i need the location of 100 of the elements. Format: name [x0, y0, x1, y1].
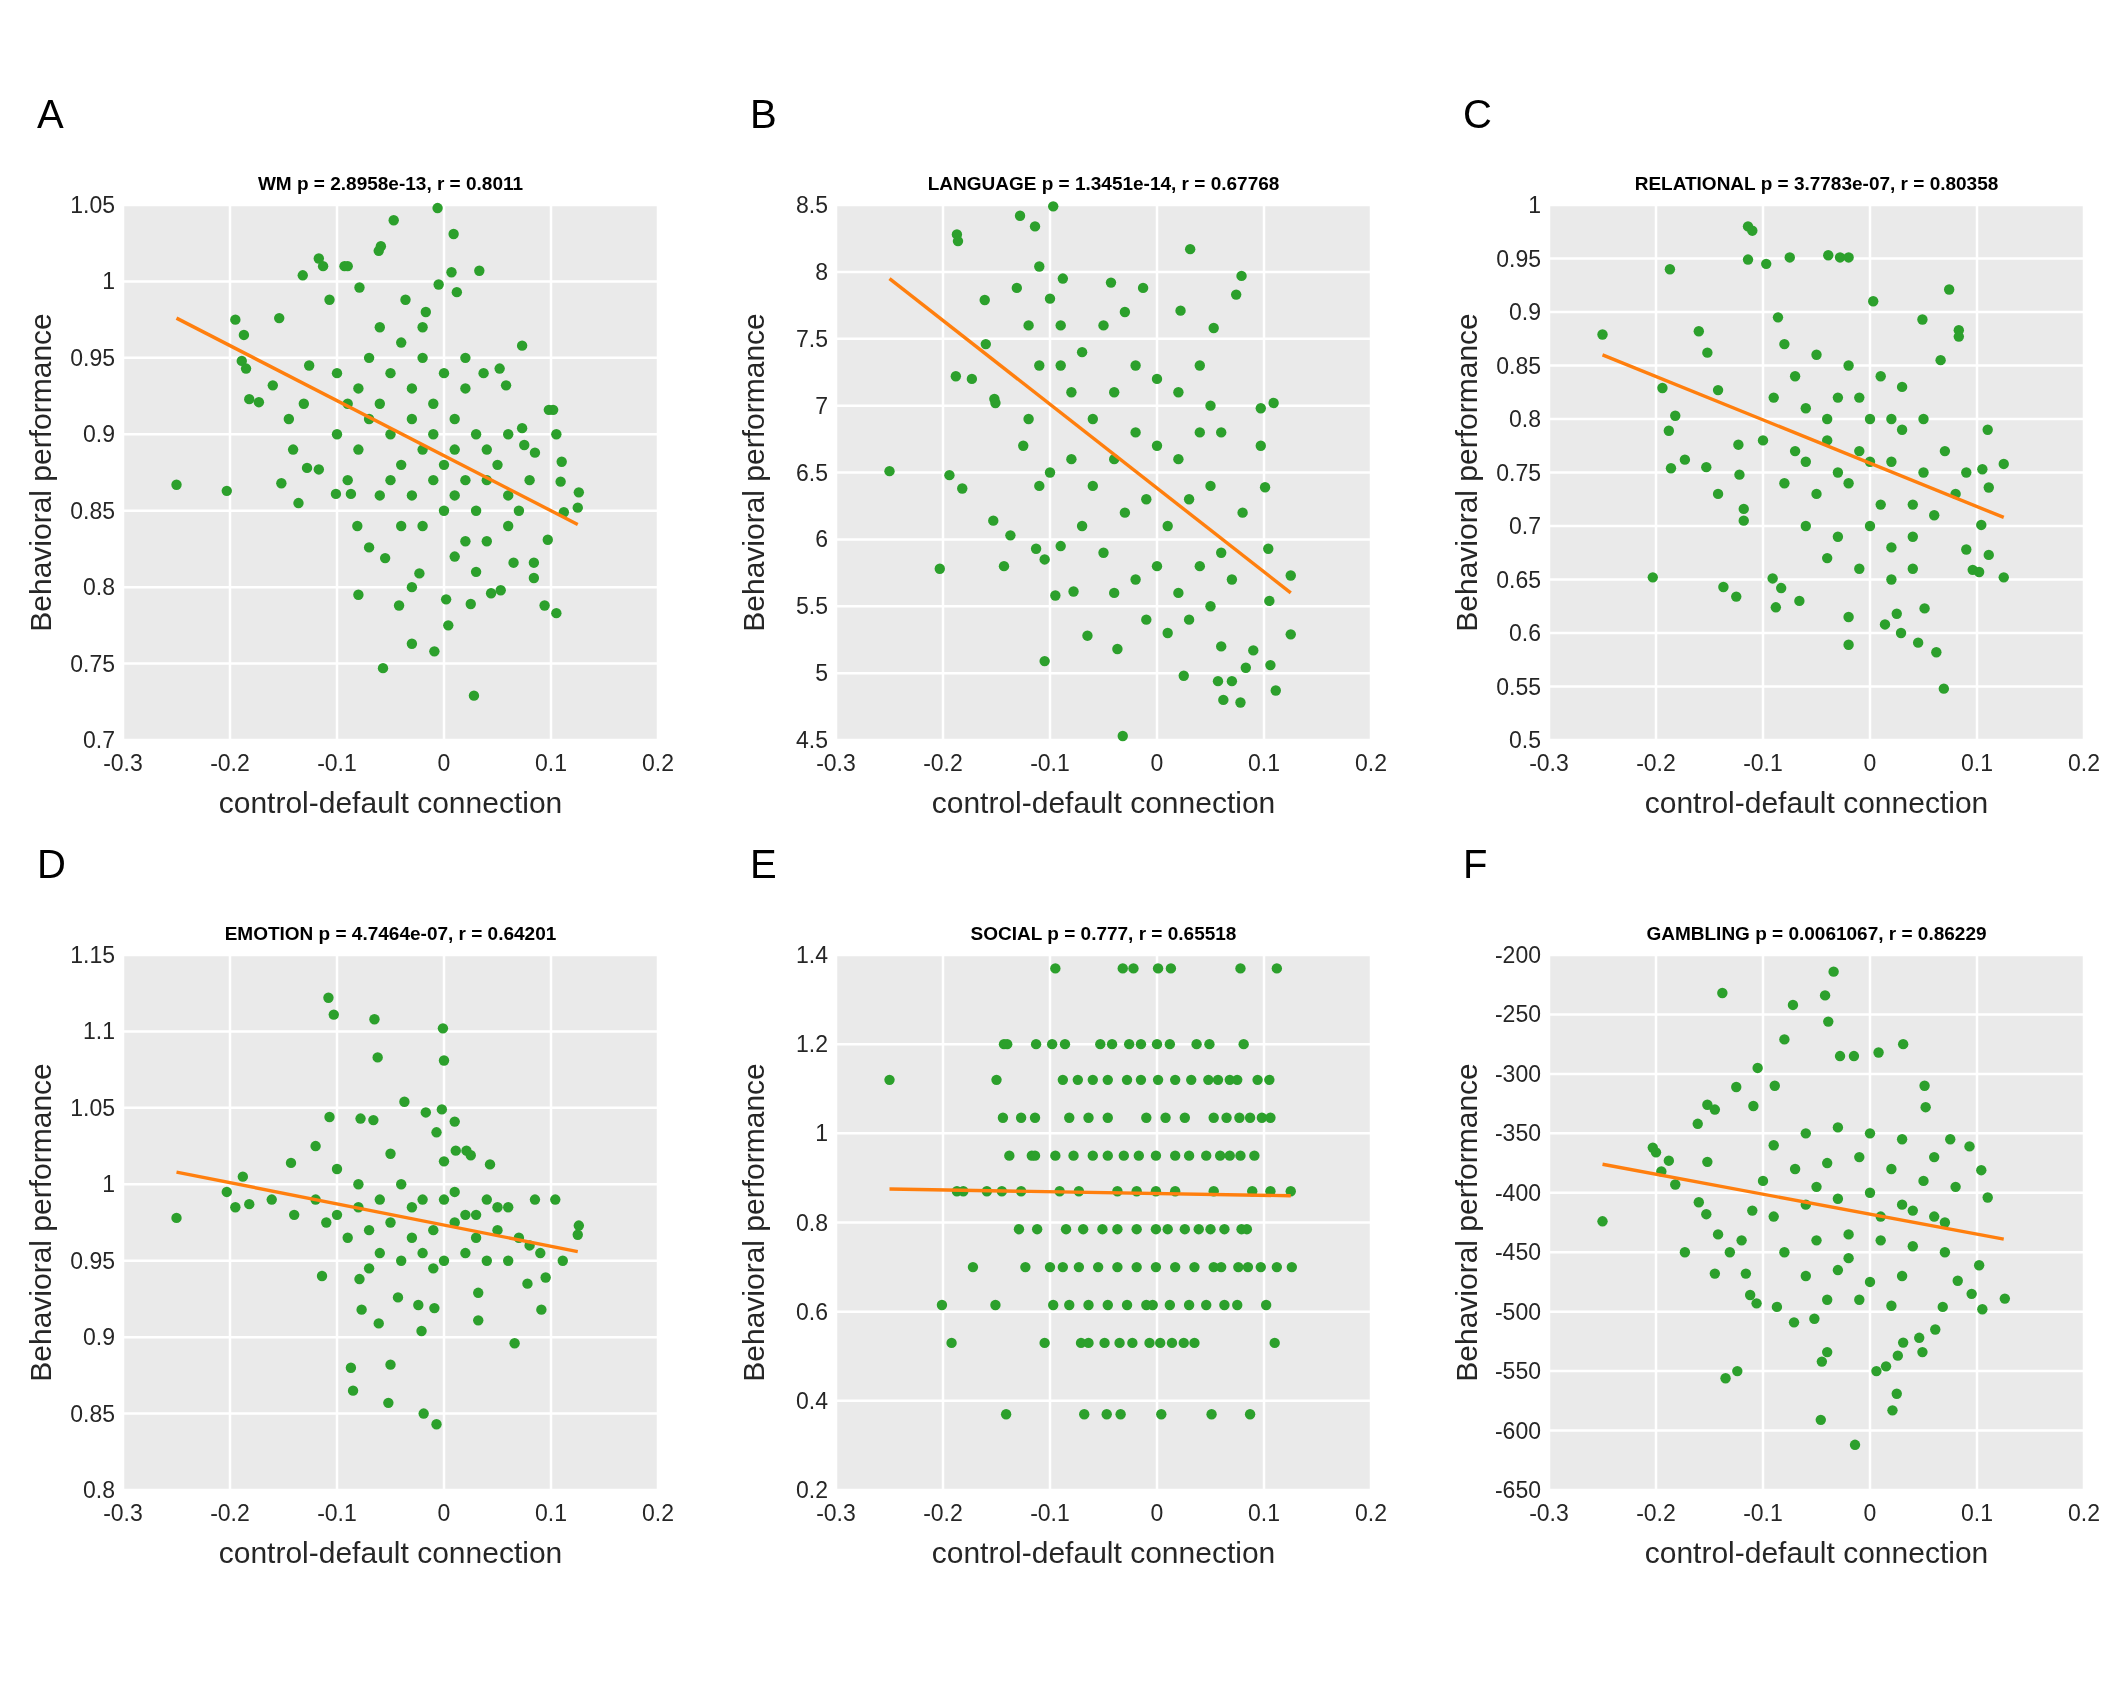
x-tick-label: 0.1	[1961, 750, 1993, 776]
y-tick-label: 1.05	[70, 1094, 115, 1121]
y-tick-label: 0.9	[83, 1324, 115, 1351]
y-axis-title: Behavioral performance	[1450, 1063, 1483, 1382]
y-tick-label: 6	[815, 526, 828, 553]
text: A	[37, 92, 64, 136]
x-tick-label: -0.1	[317, 1500, 357, 1526]
y-tick-label: -550	[1494, 1358, 1541, 1385]
y-tick-label: 1	[1528, 192, 1541, 219]
x-tick-label: -0.2	[923, 1500, 963, 1526]
y-tick-label: 0.9	[1509, 299, 1541, 326]
x-tick-label: 0.2	[2068, 1500, 2100, 1526]
y-tick-label: 0.6	[796, 1298, 828, 1325]
y-tick-label: 0.95	[70, 1247, 115, 1274]
chart-title: WM p = 2.8958e-13, r = 0.8011	[257, 173, 524, 194]
y-tick-label: 0.85	[70, 497, 115, 524]
text: B	[750, 92, 777, 136]
y-tick-label: 0.85	[1496, 352, 1541, 379]
x-axis-title: control-default connection	[218, 786, 563, 819]
x-axis-title: control-default connection	[931, 1536, 1276, 1569]
y-tick-label: 7.5	[796, 325, 828, 352]
y-tick-label: 0.8	[83, 574, 115, 601]
x-tick-label: 0.2	[642, 750, 674, 776]
y-tick-label: 7	[815, 392, 828, 419]
x-tick-label: -0.1	[1743, 750, 1783, 776]
y-tick-label: 0.65	[1496, 566, 1541, 593]
text: F	[1463, 842, 1488, 886]
y-tick-label: -300	[1494, 1060, 1541, 1087]
y-axis-title: Behavioral performance	[737, 1063, 770, 1382]
x-tick-label: 0	[437, 1500, 451, 1526]
y-tick-label: 0.75	[70, 650, 115, 677]
x-tick-label: 0.1	[1248, 1500, 1280, 1526]
x-tick-label: -0.1	[1030, 750, 1070, 776]
y-tick-label: -400	[1494, 1179, 1541, 1206]
x-tick-label: 0.1	[535, 1500, 567, 1526]
x-tick-label: 0.2	[1355, 1500, 1387, 1526]
y-tick-label: 5	[815, 660, 828, 687]
y-tick-label: 1.05	[70, 192, 115, 219]
x-tick-label: 0	[1863, 1500, 1877, 1526]
y-tick-label: 0.95	[70, 344, 115, 371]
x-tick-label: -0.2	[210, 750, 250, 776]
y-tick-label: 1.1	[83, 1018, 115, 1045]
y-tick-label: 1	[815, 1120, 828, 1147]
y-tick-label: 0.4	[796, 1387, 829, 1414]
chart-title: RELATIONAL p = 3.7783e-07, r = 0.80358	[1634, 173, 1999, 194]
chart-title: LANGUAGE p = 1.3451e-14, r = 0.67768	[927, 173, 1280, 194]
y-tick-label: -200	[1494, 942, 1541, 969]
y-tick-label: 0.75	[1496, 459, 1541, 486]
x-tick-label: -0.1	[317, 750, 357, 776]
chart-title: EMOTION p = 4.7464e-07, r = 0.64201	[224, 923, 557, 944]
chart-title: GAMBLING p = 0.0061067, r = 0.86229	[1646, 923, 1987, 944]
y-tick-label: 6.5	[796, 459, 828, 486]
x-tick-label: 0.1	[535, 750, 567, 776]
text: C	[1463, 92, 1492, 136]
y-tick-label: -250	[1494, 1001, 1541, 1028]
y-tick-label: 8.5	[796, 192, 828, 219]
x-tick-label: 0.1	[1248, 750, 1280, 776]
y-tick-label: 0.95	[1496, 245, 1541, 272]
x-tick-label: 0.1	[1961, 1500, 1993, 1526]
y-tick-label: 0.8	[1509, 406, 1541, 433]
y-tick-label: 0.85	[70, 1400, 115, 1427]
y-axis-title: Behavioral performance	[737, 313, 770, 632]
y-tick-label: 0.55	[1496, 673, 1541, 700]
x-axis-title: control-default connection	[218, 1536, 563, 1569]
y-tick-label: 0.9	[83, 421, 115, 448]
y-axis-title: Behavioral performance	[24, 1063, 57, 1382]
y-tick-label: -350	[1494, 1120, 1541, 1147]
chart-title: SOCIAL p = 0.777, r = 0.65518	[970, 923, 1237, 944]
y-tick-label: 0.8	[796, 1209, 828, 1236]
text: D	[37, 842, 66, 886]
x-tick-label: 0.2	[642, 1500, 674, 1526]
text: E	[750, 842, 777, 886]
y-tick-label: 5.5	[796, 593, 828, 620]
x-tick-label: -0.2	[923, 750, 963, 776]
x-tick-label: -0.1	[1030, 1500, 1070, 1526]
y-tick-label: 1.4	[796, 942, 829, 969]
y-tick-label: -500	[1494, 1298, 1541, 1325]
x-tick-label: -0.1	[1743, 1500, 1783, 1526]
x-tick-label: 0.2	[2068, 750, 2100, 776]
y-tick-label: 1	[102, 268, 115, 295]
x-tick-label: -0.2	[1636, 1500, 1676, 1526]
y-axis-title: Behavioral performance	[24, 313, 57, 632]
x-tick-label: -0.2	[210, 1500, 250, 1526]
y-tick-label: 0.6	[1509, 620, 1541, 647]
y-tick-label: 1	[102, 1171, 115, 1198]
x-axis-title: control-default connection	[931, 786, 1276, 819]
y-tick-label: -600	[1494, 1417, 1541, 1444]
x-tick-label: 0.2	[1355, 750, 1387, 776]
y-tick-label: 1.2	[796, 1031, 828, 1058]
x-tick-label: 0	[1863, 750, 1877, 776]
x-tick-label: 0	[1150, 1500, 1164, 1526]
x-tick-label: 0	[437, 750, 451, 776]
y-tick-label: -450	[1494, 1239, 1541, 1266]
y-tick-label: 0.7	[1509, 513, 1541, 540]
x-axis-title: control-default connection	[1644, 786, 1989, 819]
y-tick-label: 1.15	[70, 942, 115, 969]
x-tick-label: -0.2	[1636, 750, 1676, 776]
x-tick-label: 0	[1150, 750, 1164, 776]
y-tick-label: 8	[815, 258, 828, 285]
y-axis-title: Behavioral performance	[1450, 313, 1483, 632]
